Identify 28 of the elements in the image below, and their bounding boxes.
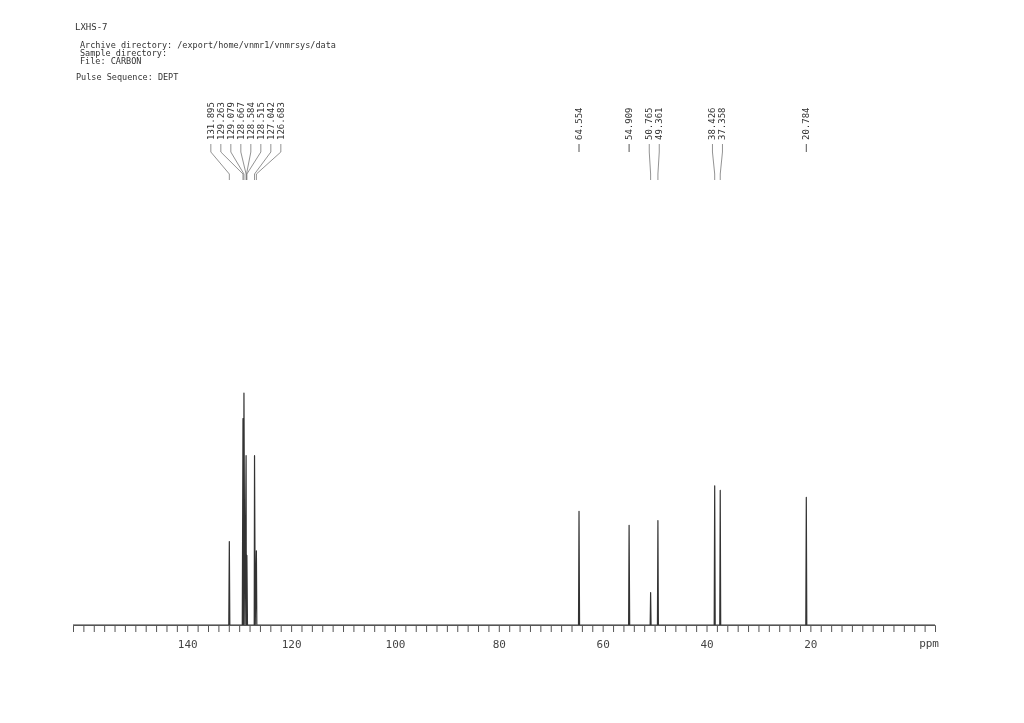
x-tick-label: 100 xyxy=(385,638,406,652)
text: Sample directory: xyxy=(80,48,167,58)
text: 37.358 xyxy=(717,107,728,140)
x-axis-title: ppm xyxy=(919,637,940,650)
text: 129.079 xyxy=(225,102,236,140)
text: 49.361 xyxy=(654,107,665,140)
text: Archive directory: /export/home/vnmr1/vnmrsys/data xyxy=(80,40,336,50)
text: File: CARBON xyxy=(80,56,142,66)
x-tick-label: 140 xyxy=(177,638,198,652)
text: 128.667 xyxy=(235,102,246,140)
text: 131.895 xyxy=(205,102,216,140)
x-tick-label: 20 xyxy=(804,638,818,652)
x-tick-label: 60 xyxy=(596,638,610,652)
text: Pulse Sequence: DEPT xyxy=(76,72,179,82)
text: 38.426 xyxy=(707,107,718,140)
text: 126.683 xyxy=(275,102,286,140)
chart-title: LXHS-7 xyxy=(75,22,108,32)
text: 20.784 xyxy=(801,107,812,140)
x-tick-label: 40 xyxy=(700,638,714,652)
text: 64.554 xyxy=(574,107,585,140)
text: 128.515 xyxy=(255,102,266,140)
text: 54.909 xyxy=(624,107,635,140)
text: 127.042 xyxy=(265,102,276,140)
x-tick-label: 120 xyxy=(281,638,302,652)
text: 128.584 xyxy=(245,102,256,140)
text: 129.263 xyxy=(215,102,226,140)
x-tick-label: 80 xyxy=(492,638,506,652)
text: 50.765 xyxy=(644,107,655,140)
